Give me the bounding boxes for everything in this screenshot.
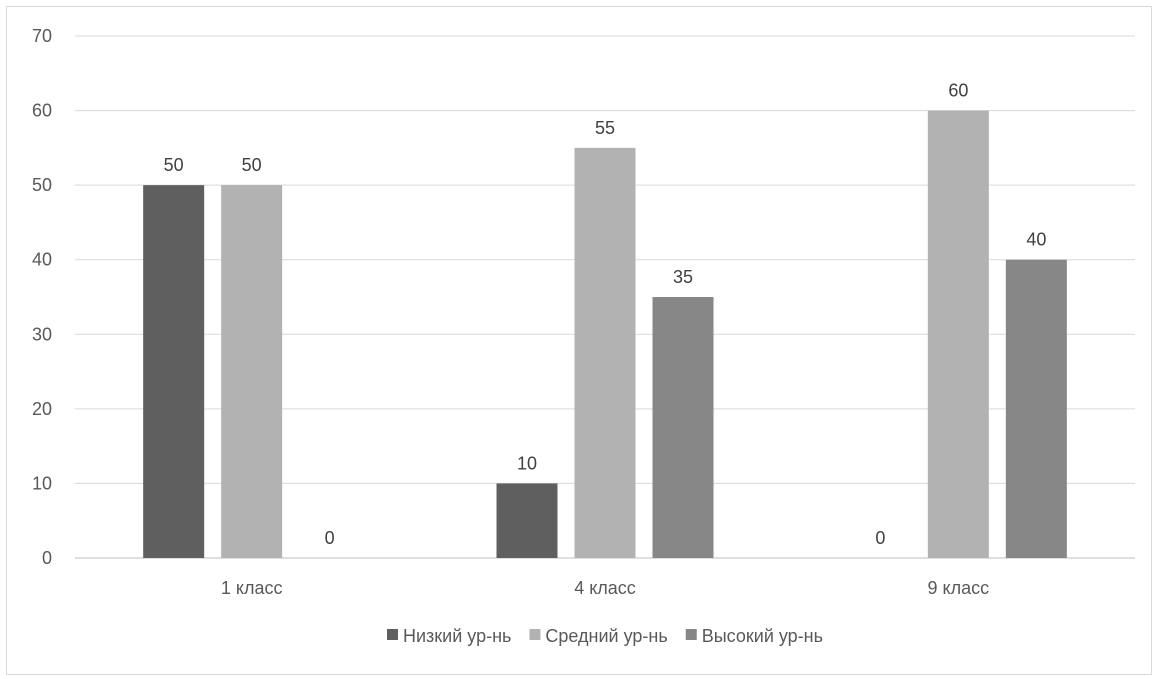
y-tick-label: 50 [32,175,52,195]
legend-label: Высокий ур-нь [702,626,823,646]
data-label: 50 [242,155,262,175]
bar [221,185,283,558]
data-labels: 50 50 0 10 55 35 0 60 40 [164,81,1047,548]
bar [574,147,636,558]
data-label: 35 [673,267,693,287]
y-tick-label: 40 [32,250,52,270]
data-label: 50 [164,155,184,175]
y-tick-label: 30 [32,324,52,344]
y-tick-label: 20 [32,399,52,419]
bars [143,110,1067,559]
y-axis: 0 10 20 30 40 50 60 70 [32,26,52,568]
bar [652,297,714,558]
data-label: 0 [875,528,885,548]
bar [1005,259,1067,558]
legend-swatch [387,629,398,640]
data-label: 0 [325,528,335,548]
legend-item: Высокий ур-нь [685,626,823,646]
data-label: 60 [948,81,968,101]
legend-item: Средний ур-нь [529,626,668,646]
x-axis: 1 класс 4 класс 9 класс [221,578,989,598]
legend-item: Низкий ур-нь [387,626,511,646]
bar [143,185,205,558]
legend-swatch [685,629,697,640]
data-label: 40 [1026,230,1046,250]
bar [496,483,558,558]
y-tick-label: 70 [32,26,52,46]
x-tick-label: 4 класс [574,578,636,598]
y-tick-label: 60 [32,101,52,121]
legend-label: Средний ур-нь [545,626,667,646]
y-tick-label: 10 [32,473,52,493]
legend: Низкий ур-нь Средний ур-нь Высокий ур-нь [387,626,823,646]
legend-swatch [529,629,541,640]
data-label: 10 [517,453,537,473]
bar [927,110,989,559]
legend-label: Низкий ур-нь [403,626,511,646]
x-tick-label: 1 класс [221,578,283,598]
x-tick-label: 9 класс [928,578,990,598]
y-tick-label: 0 [42,548,52,568]
data-label: 55 [595,118,615,138]
